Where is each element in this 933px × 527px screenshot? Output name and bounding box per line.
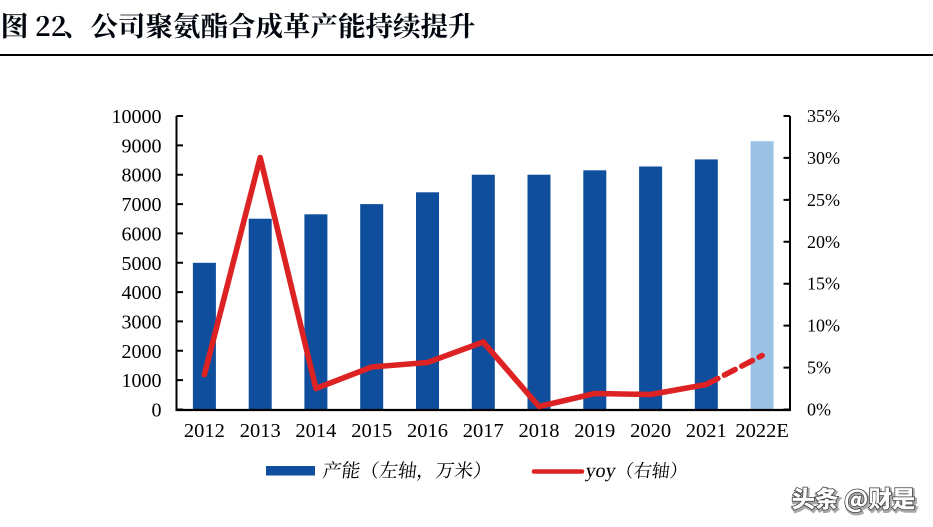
svg-text:2000: 2000 bbox=[122, 341, 162, 363]
svg-text:1000: 1000 bbox=[122, 370, 162, 392]
svg-text:5000: 5000 bbox=[122, 253, 162, 275]
svg-text:3000: 3000 bbox=[122, 311, 162, 333]
svg-text:2018: 2018 bbox=[519, 420, 560, 442]
svg-text:20%: 20% bbox=[807, 232, 840, 252]
svg-text:2021: 2021 bbox=[686, 420, 727, 442]
svg-text:30%: 30% bbox=[807, 148, 840, 168]
svg-text:8000: 8000 bbox=[122, 165, 162, 187]
svg-text:2017: 2017 bbox=[463, 420, 504, 442]
svg-text:10000: 10000 bbox=[112, 106, 162, 128]
svg-text:7000: 7000 bbox=[122, 194, 162, 216]
svg-text:25%: 25% bbox=[807, 190, 840, 210]
svg-text:5%: 5% bbox=[807, 358, 831, 378]
svg-text:2019: 2019 bbox=[574, 420, 615, 442]
svg-text:2022E: 2022E bbox=[735, 420, 789, 442]
svg-text:2016: 2016 bbox=[407, 420, 448, 442]
svg-text:6000: 6000 bbox=[122, 223, 162, 245]
svg-text:9000: 9000 bbox=[122, 135, 162, 157]
svg-text:2015: 2015 bbox=[351, 420, 392, 442]
svg-text:2013: 2013 bbox=[240, 420, 281, 442]
svg-text:2014: 2014 bbox=[295, 420, 336, 442]
svg-text:10%: 10% bbox=[807, 316, 840, 336]
svg-text:35%: 35% bbox=[807, 106, 840, 126]
svg-text:15%: 15% bbox=[807, 274, 840, 294]
svg-text:2012: 2012 bbox=[184, 420, 225, 442]
svg-text:4000: 4000 bbox=[122, 282, 162, 304]
svg-text:0%: 0% bbox=[807, 400, 831, 420]
svg-text:2020: 2020 bbox=[630, 420, 671, 442]
svg-text:0: 0 bbox=[152, 400, 162, 422]
